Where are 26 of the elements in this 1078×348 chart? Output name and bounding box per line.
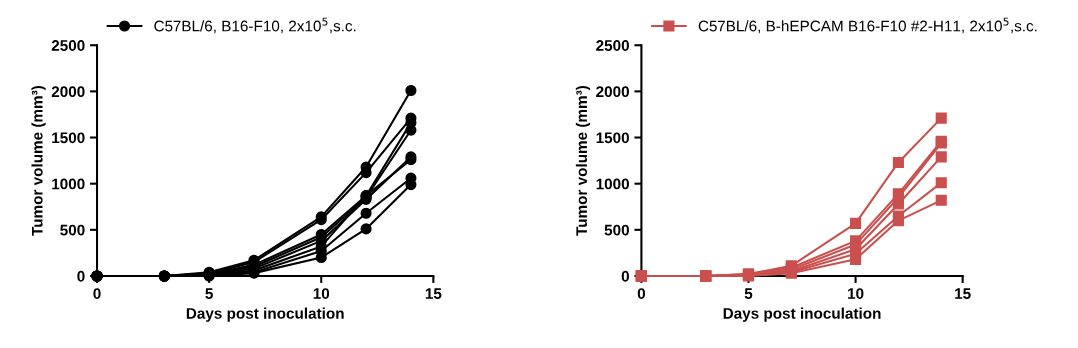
x-axis-title: Days post inoculation: [186, 307, 344, 322]
x-tick-label: 15: [425, 288, 442, 299]
y-tick-label: 2000: [51, 86, 85, 98]
y-axis-title: Tumor volume (mm³): [575, 85, 591, 236]
y-tick-label: 1500: [596, 132, 629, 144]
legend-label: C57BL/6, B-hEPCAM B16-F10 #2-H11, 2x10$^{5}$,s.c.: [698, 17, 1037, 34]
x-tick-label: 0: [637, 288, 646, 299]
x-tick-label: 5: [744, 288, 753, 299]
y-axis-title: Tumor volume (mm³): [31, 85, 46, 236]
y-tick-label: 0: [621, 270, 629, 282]
y-tick-label: 0: [77, 270, 85, 282]
x-tick-label: 10: [848, 288, 864, 299]
y-tick-label: 2500: [51, 40, 85, 51]
y-tick-label: 1000: [596, 178, 629, 190]
y-tick-label: 2000: [596, 86, 629, 98]
y-tick-label: 1500: [52, 132, 85, 144]
legend-label: C57BL/6, B16-F10, 2x10$^{5}$,s.c.: [154, 17, 356, 34]
y-tick-label: 1000: [52, 178, 85, 190]
y-tick-label: 2500: [596, 40, 629, 51]
x-tick-label: 0: [93, 288, 101, 299]
y-tick-label: 500: [604, 224, 629, 236]
x-axis-title: Days post inoculation: [723, 307, 881, 322]
y-tick-label: 500: [60, 224, 85, 236]
x-tick-label: 5: [205, 288, 213, 299]
x-tick-label: 15: [955, 288, 971, 299]
x-tick-label: 10: [313, 288, 330, 299]
